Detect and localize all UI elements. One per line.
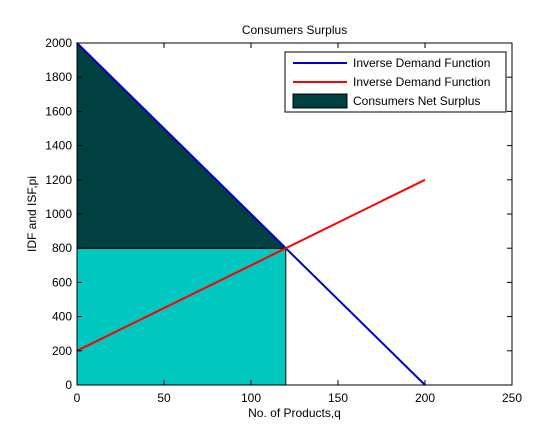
x-tick-label: 150 bbox=[328, 391, 348, 405]
legend-swatch bbox=[292, 93, 348, 109]
y-tick-label: 1600 bbox=[45, 104, 72, 118]
x-tick-label: 200 bbox=[415, 391, 435, 405]
x-tick-label: 250 bbox=[502, 391, 522, 405]
y-tick-label: 1400 bbox=[45, 139, 72, 153]
x-tick-label: 100 bbox=[241, 391, 261, 405]
series-line-blue bbox=[76, 42, 426, 386]
legend-label: Consumers Net Surplus bbox=[353, 94, 480, 108]
y-tick-label: 1000 bbox=[45, 207, 72, 221]
y-axis-title: IDF and ISF,pi bbox=[25, 176, 39, 252]
x-axis-title: No. of Products,q bbox=[248, 406, 341, 420]
legend-label: Inverse Demand Function bbox=[353, 56, 490, 70]
legend-label: Inverse Demand Function bbox=[353, 75, 490, 89]
y-tick-label: 1200 bbox=[45, 173, 72, 187]
y-tick-label: 0 bbox=[65, 378, 72, 392]
axis-ticks: 0 50 100 150 200 250 0 200 400 600 800 1000 1200 1400… bbox=[45, 36, 522, 405]
y-tick-label: 200 bbox=[52, 344, 72, 358]
y-tick-label: 1800 bbox=[45, 70, 72, 84]
legend-item-blue: Inverse Demand Function bbox=[293, 56, 490, 70]
y-tick-label: 600 bbox=[52, 275, 72, 289]
y-tick-label: 2000 bbox=[45, 36, 72, 50]
x-tick-label: 0 bbox=[74, 391, 81, 405]
legend-item-red: Inverse Demand Function bbox=[293, 75, 490, 89]
y-tick-label: 800 bbox=[52, 241, 72, 255]
legend: Inverse Demand Function Inverse Demand Fu… bbox=[284, 51, 507, 113]
y-tick-label: 400 bbox=[52, 310, 72, 324]
chart-title: Consumers Surplus bbox=[242, 23, 347, 37]
x-tick-label: 50 bbox=[157, 391, 171, 405]
legend-item-surplus: Consumers Net Surplus bbox=[292, 93, 480, 109]
region-lower-rectangle bbox=[76, 247, 287, 386]
series-line-red bbox=[76, 178, 426, 352]
